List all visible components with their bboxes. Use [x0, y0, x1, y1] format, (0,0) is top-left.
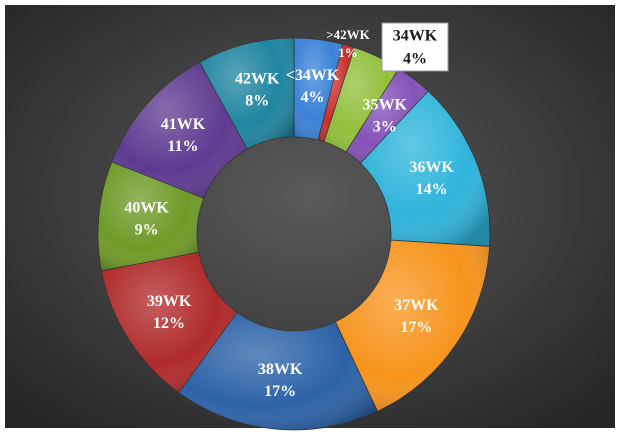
value-label: 4%: [403, 51, 427, 68]
category-label: 36WK: [409, 159, 454, 176]
category-label: 38WK: [258, 361, 303, 378]
category-label: <34WK: [286, 67, 340, 84]
category-label: 40WK: [124, 200, 169, 217]
value-label: 17%: [400, 319, 432, 336]
value-label: 1%: [338, 45, 358, 60]
value-label: 11%: [167, 138, 198, 155]
value-label: 14%: [416, 181, 448, 198]
value-label: 9%: [135, 222, 159, 239]
value-label: 17%: [264, 383, 296, 400]
value-label: 4%: [301, 89, 325, 106]
category-label: 41WK: [161, 116, 206, 133]
category-label: 42WK: [235, 70, 280, 87]
callout-box: [381, 22, 449, 72]
value-label: 8%: [245, 92, 269, 109]
value-label: 3%: [373, 119, 397, 136]
category-label: 35WK: [362, 97, 407, 114]
value-label: 12%: [153, 315, 185, 332]
category-label: >42WK: [326, 27, 370, 42]
category-label: 39WK: [147, 293, 192, 310]
category-label: 37WK: [394, 297, 439, 314]
category-label: 34WK: [393, 28, 438, 45]
